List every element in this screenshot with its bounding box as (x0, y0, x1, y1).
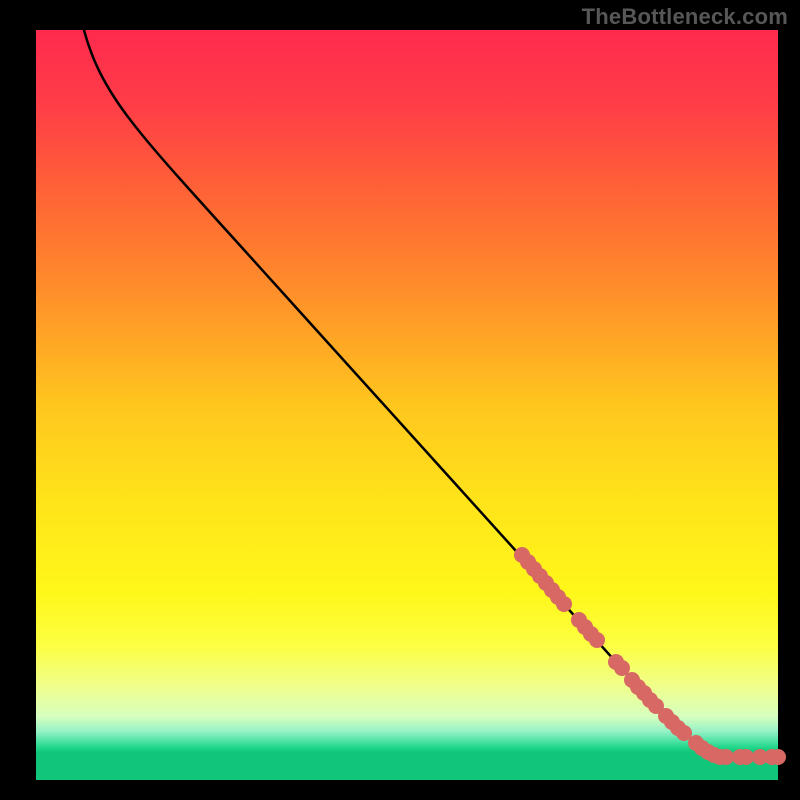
chart-frame: TheBottleneck.com (0, 0, 800, 800)
data-marker (770, 749, 786, 765)
plot-area (36, 30, 778, 780)
curve-layer (36, 30, 778, 780)
watermark-text: TheBottleneck.com (582, 4, 788, 30)
data-marker (556, 596, 572, 612)
curve-path (84, 30, 778, 757)
data-marker (589, 632, 605, 648)
